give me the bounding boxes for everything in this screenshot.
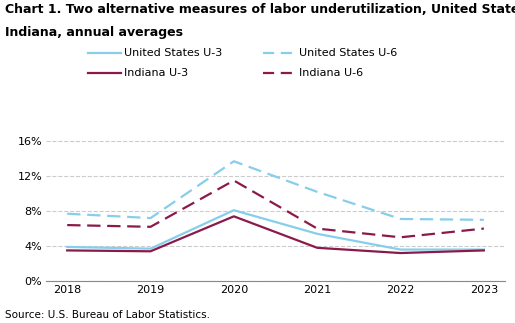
Text: Indiana, annual averages: Indiana, annual averages: [5, 26, 183, 39]
Text: Source: U.S. Bureau of Labor Statistics.: Source: U.S. Bureau of Labor Statistics.: [5, 310, 210, 320]
Text: United States U-6: United States U-6: [299, 48, 397, 58]
Text: United States U-3: United States U-3: [124, 48, 222, 58]
Text: Chart 1. Two alternative measures of labor underutilization, United States and: Chart 1. Two alternative measures of lab…: [5, 3, 515, 16]
Text: Indiana U-3: Indiana U-3: [124, 68, 188, 78]
Text: Indiana U-6: Indiana U-6: [299, 68, 363, 78]
